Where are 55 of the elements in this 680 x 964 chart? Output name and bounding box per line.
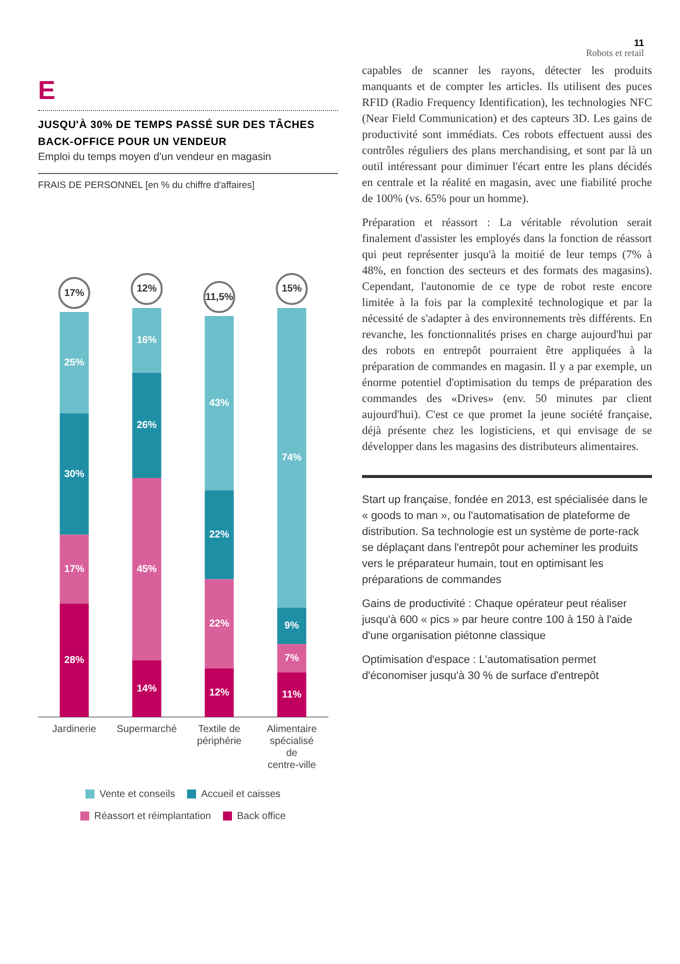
text: E xyxy=(38,75,56,106)
annotation: 11,5% xyxy=(205,292,234,303)
data-label: 14% xyxy=(136,683,157,694)
chart-title: JUSQU'À 30% DE TEMPS PASSÉ SUR DES TÂCHES BACK-OFFICE POUR UN VENDEUR xyxy=(38,110,338,151)
data-label: 26% xyxy=(136,420,157,432)
x-tick-label: Supermarché xyxy=(116,724,178,735)
bar xyxy=(60,413,89,535)
bar xyxy=(277,608,306,644)
data-label: 12% xyxy=(209,687,230,698)
text: Gains de productivité : Chaque opérateur peut réaliser jusqu'à 600 « pics » par heure contre 100 à 150 à l'aide d'une organisation piétonne classique xyxy=(362,597,634,644)
text: 11 xyxy=(632,38,644,49)
annotation: 17% xyxy=(64,288,84,299)
data-label: 25% xyxy=(64,357,84,368)
text: capables de scanner les rayons, détecter les produits manquants et de compter les articles. Ils utilisent des puces RFID (Radio Frequency Identification), les technologies NFC (Near Field Communication) et des capteurs 3D. Les gains de productivité sont immédiats. Ces robots effectuent aussi des contrôles réguliers des plans merchandising, et sont par là un outil intéressant pour diminuer l'écart entre les plans décidés en centrale et la réalité en magasin, avec une fiabilité proche de 100% (vs. 65% pour un homme). xyxy=(362,65,652,205)
data-label: 22% xyxy=(209,530,230,540)
text: Robots et retail xyxy=(584,49,644,59)
bar xyxy=(132,372,162,478)
data-label: 11% xyxy=(282,689,302,700)
legend-label: Réassort et réimplantation xyxy=(94,810,212,822)
bar xyxy=(277,308,306,608)
bar xyxy=(132,308,162,373)
x-tick-label: Alimentaire spécialisé de centre-ville xyxy=(266,724,318,771)
legend-label: Back office xyxy=(236,810,286,822)
bar xyxy=(204,579,234,668)
data-label: 17% xyxy=(64,564,84,575)
bar xyxy=(204,668,234,717)
bar xyxy=(277,672,306,717)
data-label: 7% xyxy=(284,653,300,664)
x-tick-label: Textile de périphérie xyxy=(197,724,242,747)
data-label: 74% xyxy=(282,452,302,464)
bar xyxy=(277,644,306,672)
data-label: 9% xyxy=(284,620,300,632)
annotation: 12% xyxy=(136,284,157,295)
annotation: 15% xyxy=(282,284,302,295)
bar xyxy=(132,478,162,660)
text: Optimisation d'espace : L'automatisation permet d'économiser jusqu'à 30 % de surface d'entrepôt xyxy=(362,653,600,684)
data-label: 30% xyxy=(64,468,84,480)
bar xyxy=(60,312,89,414)
chart-subtitle: Emploi du temps moyen d'un vendeur en magasin xyxy=(38,151,272,163)
text: FRAIS DE PERSONNEL [en % du chiffre d'affaires] xyxy=(38,173,338,191)
data-label: 22% xyxy=(209,618,230,630)
legend-label: Vente et conseils xyxy=(99,788,176,800)
bar xyxy=(204,490,234,580)
bar xyxy=(60,534,89,604)
bar xyxy=(60,604,89,717)
text: Préparation et réassort : La véritable révolution serait finalement d'assister les employés dans la fonction de réassort qui peut représenter jusqu'à la moitié de leur temps (7% à 48%, en fonction des secteurs et des formats des magasins). Cependant, l'autonomie de ce type de robot reste encore limitée à la fois par la complexité technologique et par la nécessité de s'adapter à des environnements très différents. En revanche, les fonctionnalités prises en charge aujourd'hui par des robots en entrepôt pourraient être appliquées à la préparation de commandes en magasin. Il y a par exemple, un énorme potentiel d'optimisation du temps de préparation des commandes des «Drives» (env. 50 minutes par client aujourd'hui). C'est ce que promet la jeune société française, déjà présente chez les logisticiens, et qui envisage de se développer dans les magasins des distributeurs alimentaires. xyxy=(362,217,652,453)
data-label: 43% xyxy=(209,398,230,409)
x-tick-label: Jardinerie xyxy=(52,724,97,735)
data-label: 28% xyxy=(64,655,84,666)
legend-label: Accueil et caisses xyxy=(201,788,281,800)
text: Start up française, fondée en 2013, est spécialisée dans le « goods to man », ou l'automatisation de plateforme de distribution. Sa technologie est un système de porte-rack se déplaçant dans l'entrepôt pour acheminer les produits vers le préparateur humain, tout en optimisant les préparations de commandes xyxy=(362,475,652,588)
data-label: 45% xyxy=(136,564,157,575)
bar xyxy=(132,660,162,717)
bar xyxy=(204,316,234,490)
data-label: 16% xyxy=(136,335,157,346)
